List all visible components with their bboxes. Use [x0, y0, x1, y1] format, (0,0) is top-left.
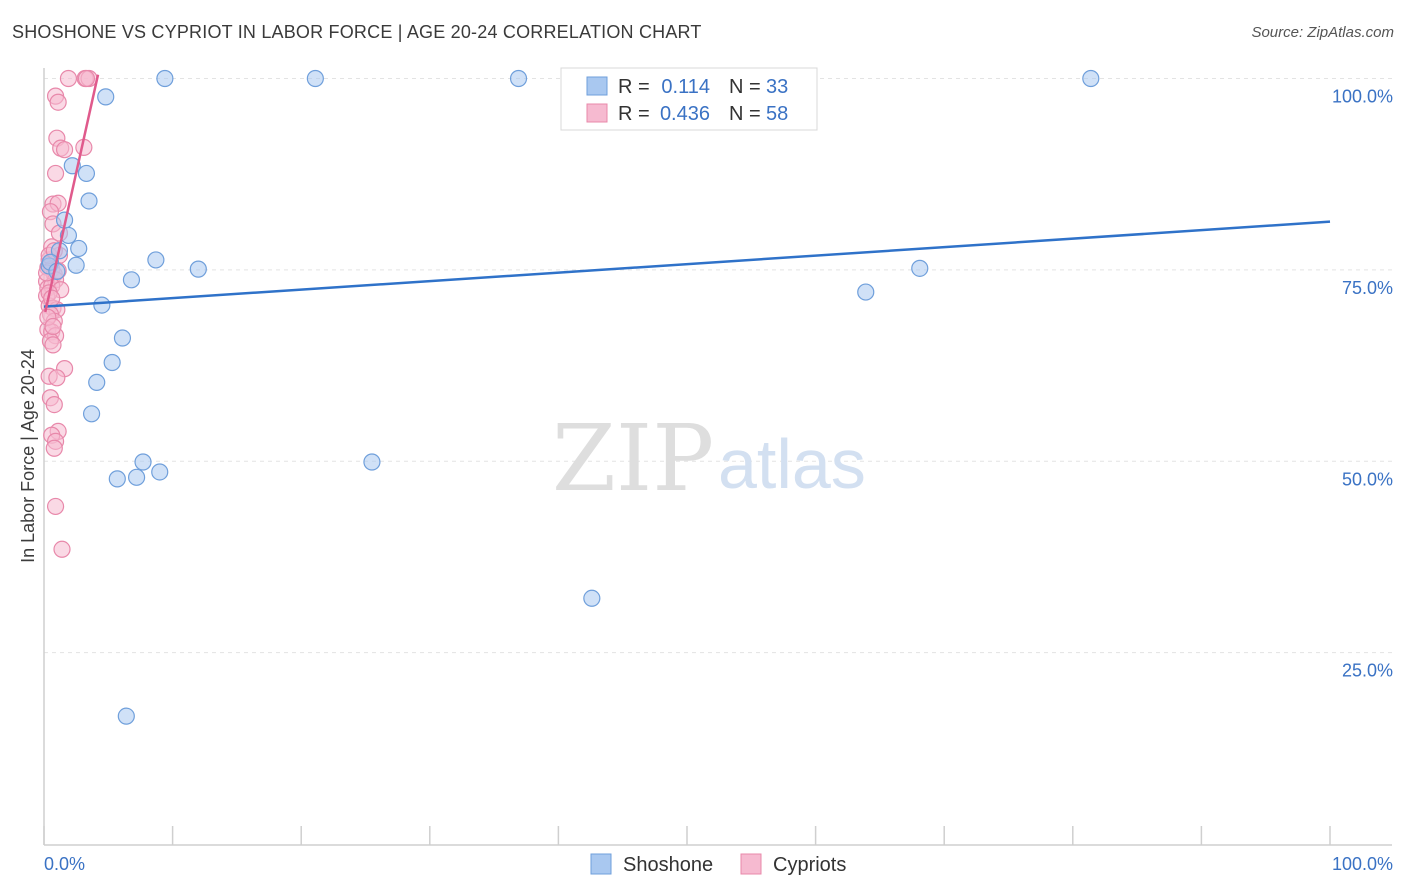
cypriots-point [44, 317, 62, 336]
gridlines [44, 78, 1392, 654]
legend-r-value: 0.114 [661, 76, 710, 98]
shoshone-point [857, 283, 875, 301]
shoshone-point [1082, 69, 1100, 88]
watermark-atlas: atlas [718, 425, 866, 503]
watermark: ZIP atlas [552, 405, 866, 512]
y-tick-label: 100.0% [1332, 87, 1393, 107]
x-tick-label: 0.0% [44, 854, 85, 874]
shoshone-point [127, 468, 146, 486]
shoshone-point [147, 251, 165, 269]
legend-n-label: N = [729, 76, 761, 98]
shoshone-point [509, 69, 528, 88]
legend-swatch [586, 76, 608, 96]
shoshone-point [88, 373, 106, 392]
shoshone-point [134, 453, 152, 471]
series-legend: Shoshone Cypriots [590, 853, 846, 876]
cypriots-point [45, 396, 63, 414]
shoshone-point [103, 353, 121, 372]
watermark-zip: ZIP [552, 405, 714, 512]
legend-label: Cypriots [773, 854, 846, 876]
legend-r-label: R = [618, 76, 650, 98]
y-tick-label: 50.0% [1342, 469, 1393, 489]
shoshone-point [77, 164, 96, 183]
cypriots-trend-line [44, 74, 100, 313]
cypriots-point [44, 336, 62, 354]
y-tick-label: 75.0% [1342, 278, 1393, 298]
cypriots-point [55, 141, 74, 159]
legend-r-label: R = [618, 103, 650, 125]
legend-n-value: 33 [766, 76, 788, 98]
legend-n-label: N = [729, 103, 761, 125]
y-axis-label: In Labor Force | Age 20-24 [18, 349, 38, 563]
legend-label: Shoshone [623, 854, 713, 876]
shoshone-trend-line [43, 220, 1331, 308]
shoshone-point [82, 405, 101, 423]
legend-n-value: 58 [766, 103, 788, 125]
shoshone-point [48, 262, 66, 281]
y-tick-label: 25.0% [1342, 661, 1393, 681]
shoshone-point [151, 463, 169, 481]
cypriots-point [77, 69, 96, 88]
legend-swatch [590, 853, 612, 875]
trend-lines [43, 74, 1331, 313]
axes [43, 68, 1392, 846]
shoshone-point [363, 453, 381, 471]
shoshone-point [306, 69, 324, 88]
legend-swatch [586, 103, 608, 123]
chart-title: SHOSHONE VS CYPRIOT IN LABOR FORCE | AGE… [12, 22, 702, 42]
shoshone-point [189, 260, 207, 278]
source-label: Source: ZipAtlas.com [1251, 24, 1394, 41]
x-tick-label: 100.0% [1332, 854, 1393, 874]
stats-legend: R = 0.114 N = 33 R = 0.436 N = 58 [560, 67, 818, 131]
shoshone-point [583, 589, 601, 607]
y-tick-labels: 25.0% 50.0% 75.0% 100.0% [1332, 87, 1393, 681]
shoshone-point [70, 239, 88, 258]
shoshone-point [80, 192, 98, 210]
shoshone-point [108, 470, 126, 488]
data-points [37, 69, 1100, 725]
cypriots-point [48, 369, 66, 387]
x-tick-labels: 0.0% 100.0% [44, 854, 1393, 874]
shoshone-point [67, 256, 85, 274]
cypriots-point [49, 93, 67, 111]
cypriots-point [46, 164, 65, 183]
cypriots-point [59, 69, 78, 88]
cypriots-point [45, 439, 63, 457]
shoshone-point [911, 259, 929, 277]
legend-swatch [740, 853, 762, 875]
shoshone-point [97, 88, 115, 106]
shoshone-point [113, 329, 132, 347]
shoshone-point [93, 296, 111, 314]
legend-r-value: 0.436 [660, 103, 710, 125]
cypriots-point [46, 497, 65, 516]
shoshone-point [122, 271, 141, 289]
shoshone-point [117, 707, 135, 725]
shoshone-point [156, 69, 174, 88]
cypriots-point [53, 540, 71, 558]
